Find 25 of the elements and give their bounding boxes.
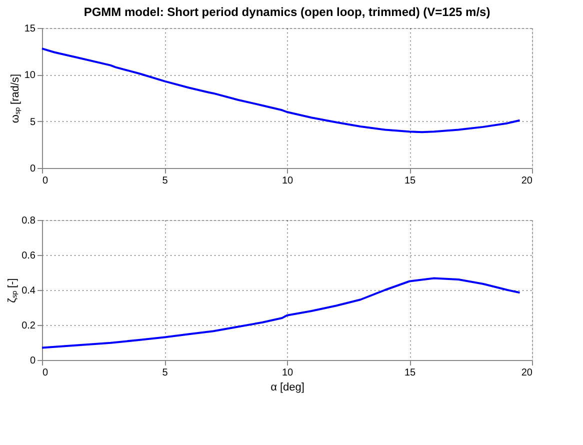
x-axis-title: α [deg] bbox=[270, 382, 304, 394]
x-tick-label: 15 bbox=[404, 176, 416, 186]
line-series bbox=[41, 48, 521, 134]
y-tick-label: 0 bbox=[30, 164, 36, 174]
x-tick-label: 20 bbox=[521, 368, 533, 378]
x-tick-label: 15 bbox=[404, 368, 416, 378]
y-tick-label: 0.2 bbox=[22, 320, 36, 332]
x-tick-label: 10 bbox=[282, 176, 294, 186]
y-tick-label: 0.8 bbox=[22, 216, 36, 226]
chart-title: PGMM model: Short period dynamics (open loop, trimmed) (V=125 m/s) bbox=[84, 5, 490, 19]
y-axis-title: ζₛₚ [-] bbox=[6, 278, 19, 303]
y-axis-title: ωₛₚ [rad/s] bbox=[9, 74, 22, 124]
y-tick-label: 0 bbox=[30, 356, 36, 366]
y-tick-label: 0.6 bbox=[22, 250, 36, 262]
x-tick-label: 10 bbox=[282, 368, 294, 378]
y-tick-label: 10 bbox=[24, 70, 36, 82]
x-tick-label: 0 bbox=[42, 176, 48, 186]
y-tick-label: 15 bbox=[24, 24, 36, 34]
y-tick-label: 5 bbox=[30, 116, 36, 128]
x-tick-label: 5 bbox=[162, 176, 168, 186]
x-tick-label: 0 bbox=[42, 368, 48, 378]
line-series bbox=[41, 277, 521, 349]
x-tick-label: 5 bbox=[162, 368, 168, 378]
x-tick-label: 20 bbox=[521, 176, 533, 186]
y-tick-label: 0.4 bbox=[22, 286, 36, 296]
